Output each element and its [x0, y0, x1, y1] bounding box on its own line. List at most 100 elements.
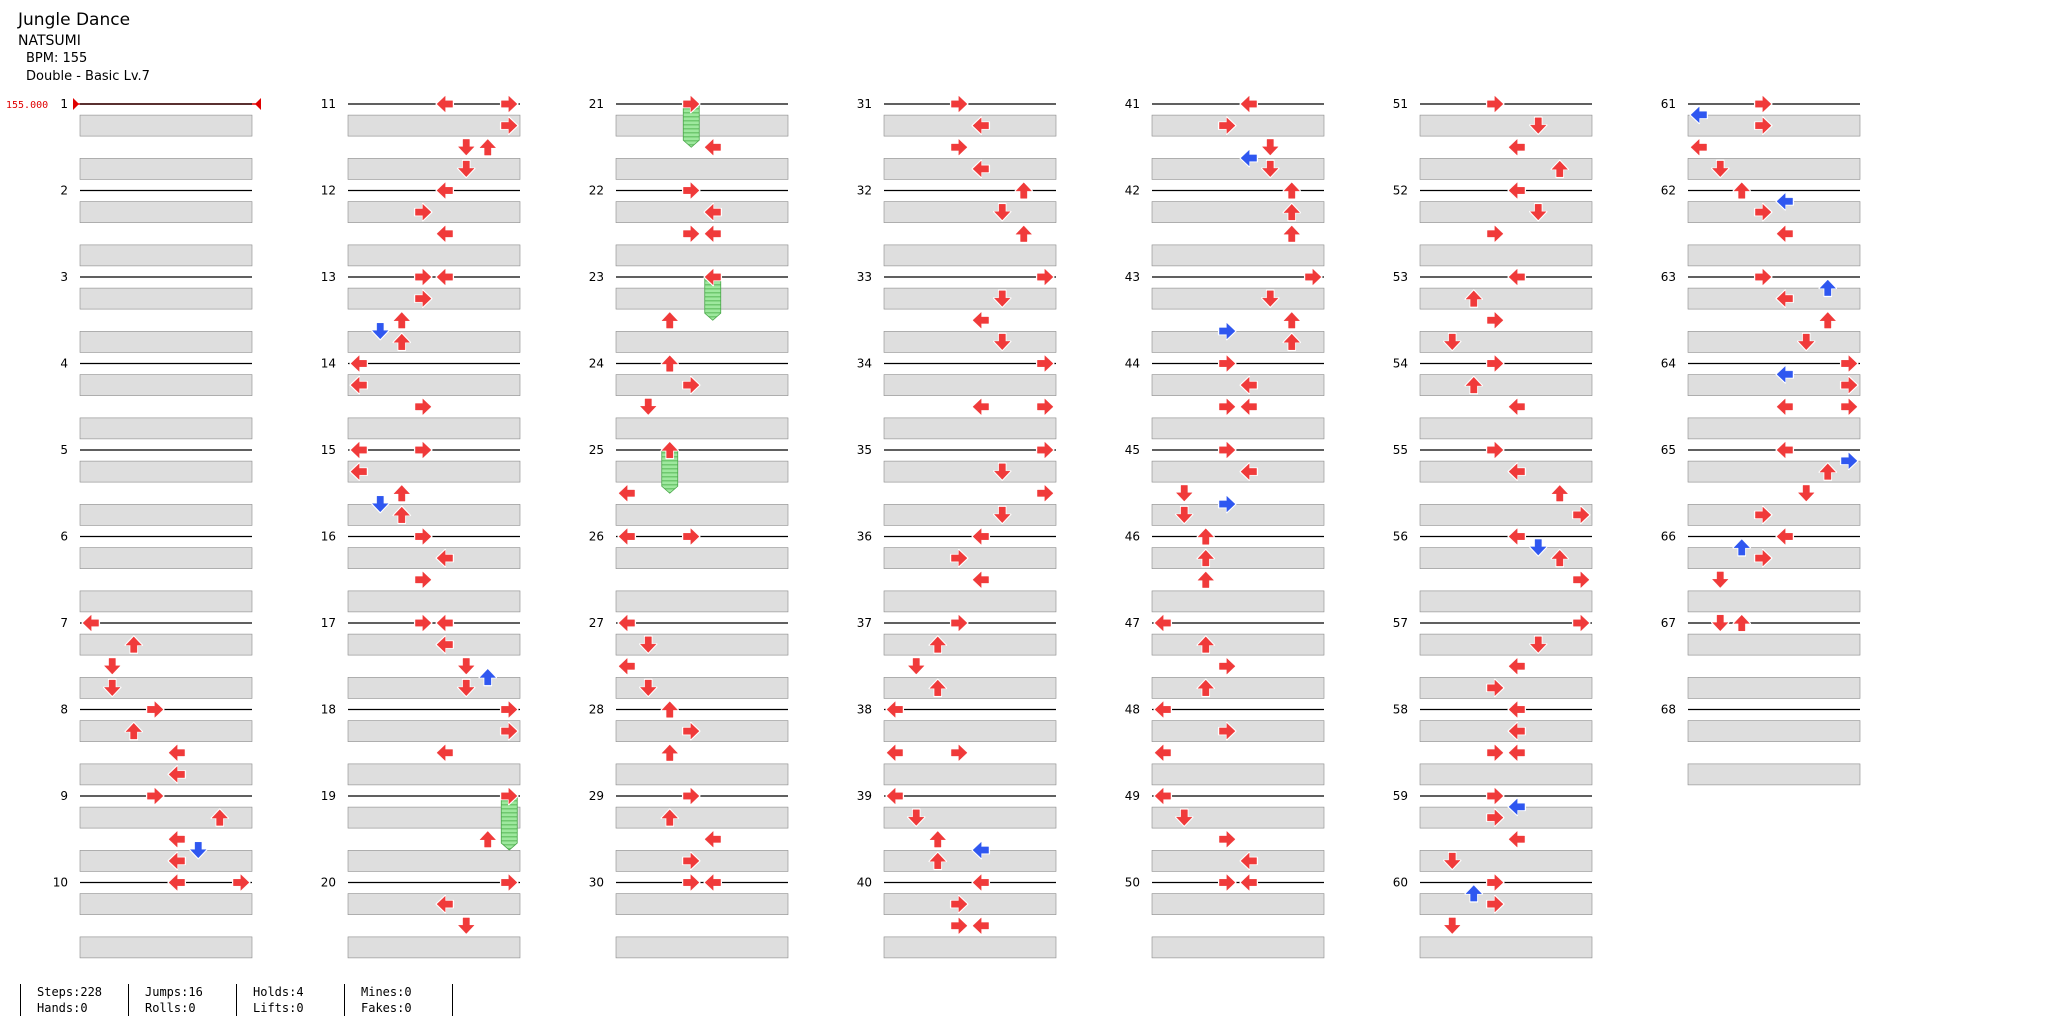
arrow-icon: [1551, 550, 1568, 567]
stats-panel: Steps:228 Hands:0 Jumps:16 Rolls:0 Holds…: [20, 984, 454, 1016]
arrow-note: [660, 440, 680, 460]
arrow-icon: [683, 787, 700, 805]
arrow-note: [1550, 548, 1570, 568]
arrow-note: [638, 678, 658, 698]
arrow-icon: [501, 787, 518, 805]
beat-stripe: [1687, 201, 1861, 223]
arrow-note: [499, 873, 519, 892]
arrow-note: [1442, 916, 1462, 936]
beat-stripe: [347, 287, 521, 310]
arrow-icon: [1530, 636, 1547, 653]
measure-number: 28: [589, 703, 604, 717]
bpm-value: 155.000: [6, 100, 48, 111]
arrow-note: [617, 483, 637, 503]
beat-stripe: [615, 547, 789, 569]
beat-stripe: [1687, 287, 1861, 310]
arrow-note: [971, 397, 991, 417]
arrow-icon: [972, 841, 989, 859]
arrow-note: [1260, 159, 1280, 179]
measure-number: 11: [321, 97, 336, 111]
arrow-note: [456, 656, 476, 676]
arrow-icon: [1154, 787, 1171, 805]
beat-stripe: [1419, 504, 1593, 526]
measure-number: 7: [60, 616, 68, 630]
arrow-icon: [458, 139, 475, 156]
arrow-icon: [1530, 204, 1547, 221]
arrow-icon: [886, 787, 903, 805]
arrow-icon: [951, 744, 968, 761]
measure-number: 38: [857, 703, 872, 717]
arrow-icon: [1573, 506, 1590, 524]
arrow-icon: [1176, 809, 1193, 826]
arrow-note: [435, 613, 455, 633]
arrow-icon: [929, 679, 946, 696]
measure-number: 5: [60, 443, 68, 457]
arrow-icon: [211, 809, 228, 826]
arrow-note: [681, 786, 701, 806]
beat-stripe: [615, 287, 789, 310]
arrow-note: [1839, 397, 1859, 417]
arrow-icon: [683, 874, 700, 891]
arrow-note: [349, 462, 369, 481]
arrow-icon: [393, 333, 410, 350]
beat-stripe: [79, 806, 253, 829]
beat-stripe: [1687, 720, 1861, 742]
arrow-note-eighth: [971, 840, 991, 860]
beat-stripe: [1151, 417, 1325, 440]
stat-mines: Mines:0: [361, 985, 412, 999]
arrow-icon: [1551, 160, 1568, 177]
measure-number: 62: [1661, 184, 1676, 198]
beat-stripe: [1151, 633, 1325, 656]
arrow-note: [456, 159, 476, 179]
arrow-note: [1485, 94, 1505, 114]
arrow-icon: [168, 874, 185, 891]
song-title: Jungle Dance: [18, 10, 131, 30]
arrow-note: [1485, 678, 1505, 698]
stat-steps: Steps:228: [37, 985, 103, 999]
arrow-icon: [1197, 571, 1214, 588]
beat-stripe: [79, 331, 253, 353]
arrow-icon: [1755, 117, 1772, 134]
arrow-icon: [972, 571, 989, 588]
arrow-note: [681, 375, 701, 395]
arrow-note: [1710, 613, 1730, 633]
stats-end-divider: [452, 984, 454, 1016]
measure-number: 21: [589, 97, 604, 111]
beat-stripe: [1687, 677, 1861, 699]
arrow-note: [1442, 851, 1462, 871]
arrow-icon: [1240, 874, 1257, 891]
arrow-note: [703, 224, 723, 244]
arrow-icon: [125, 636, 142, 653]
measure-number: 42: [1125, 184, 1140, 198]
arrow-note: [1710, 159, 1730, 179]
beat-stripe: [1151, 114, 1325, 137]
arrow-note: [992, 332, 1012, 352]
beat-stripe: [615, 158, 789, 180]
arrow-note: [167, 765, 187, 784]
stat-fakes: Fakes:0: [361, 1001, 412, 1015]
arrow-icon: [1487, 312, 1504, 329]
arrow-note: [435, 267, 455, 287]
measure-number: 2: [60, 184, 68, 198]
beat-stripe: [883, 244, 1057, 267]
arrow-note: [499, 786, 519, 806]
arrow-note: [949, 94, 969, 114]
arrow-icon: [640, 679, 657, 696]
arrow-note: [81, 613, 101, 633]
arrow-note: [1507, 656, 1527, 676]
arrow-note: [1282, 181, 1302, 200]
arrow-note: [413, 613, 433, 633]
beat-stripe: [883, 287, 1057, 310]
arrow-icon: [1690, 139, 1707, 156]
arrow-icon: [1219, 658, 1236, 675]
measure-number: 47: [1125, 616, 1140, 630]
arrow-icon: [972, 312, 989, 329]
arrow-icon: [415, 268, 432, 286]
beat-stripe: [615, 460, 789, 483]
arrow-icon: [661, 441, 678, 459]
beat-stripe: [1419, 806, 1593, 829]
arrow-icon: [1508, 463, 1525, 480]
beat-stripe: [79, 850, 253, 872]
beat-stripe: [1151, 504, 1325, 526]
arrow-note: [681, 224, 701, 244]
